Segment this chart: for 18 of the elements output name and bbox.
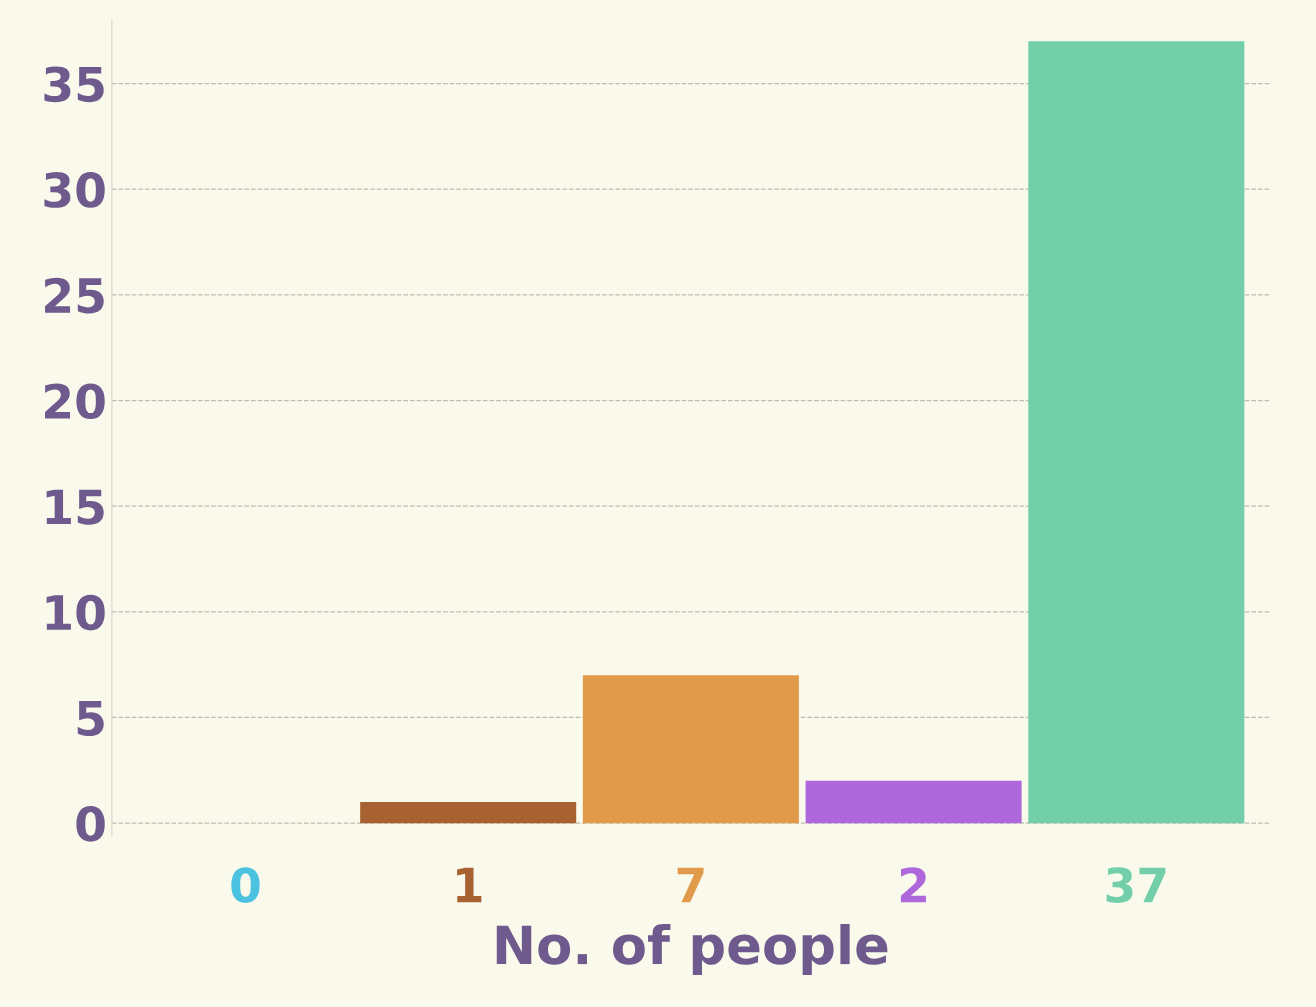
y-tick-label: 0 <box>76 806 105 842</box>
y-tick-label: 30 <box>44 172 105 208</box>
data-label: 37 <box>1106 867 1166 903</box>
data-label: 1 <box>457 867 482 903</box>
y-tick-label: 15 <box>46 489 104 525</box>
y-tick-label: 5 <box>77 700 104 737</box>
x-axis-title: No. of people <box>496 924 888 976</box>
bar <box>805 780 1022 824</box>
y-tick-label: 10 <box>46 594 105 631</box>
bar <box>1028 41 1245 824</box>
bar <box>360 802 577 824</box>
y-tick-label: 25 <box>45 277 104 314</box>
y-tick-label: 20 <box>45 383 105 420</box>
data-label: 0 <box>231 867 260 903</box>
bar <box>582 675 799 824</box>
y-tick-label: 35 <box>44 66 104 103</box>
data-label: 7 <box>677 867 704 903</box>
data-label: 2 <box>900 867 926 903</box>
